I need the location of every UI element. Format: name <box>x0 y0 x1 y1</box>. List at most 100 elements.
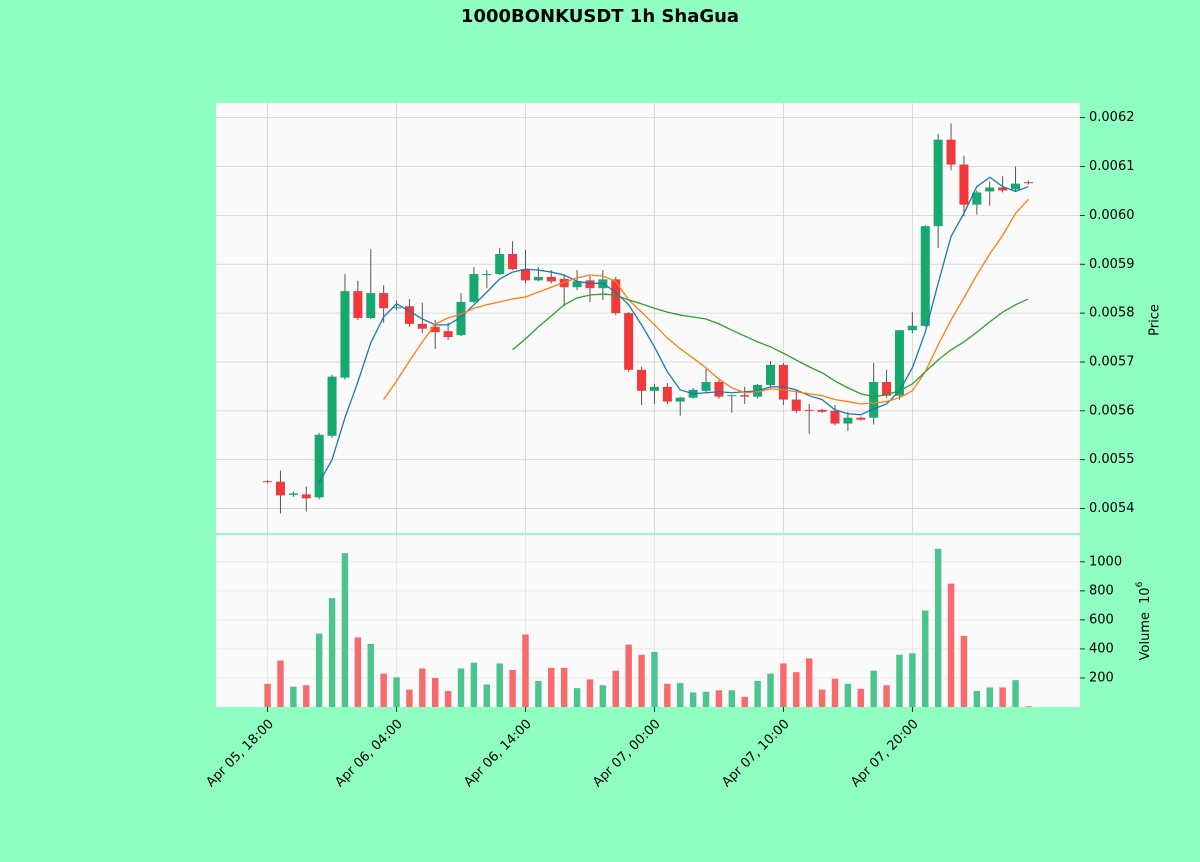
volume-bar <box>1012 680 1019 707</box>
volume-bar <box>483 684 491 707</box>
candle-body <box>559 278 569 288</box>
candle-body <box>263 481 273 483</box>
volume-bar <box>354 637 362 707</box>
candle-body <box>778 364 788 400</box>
y-tick-label: 0.0059 <box>1089 257 1135 272</box>
candle-body <box>972 192 982 205</box>
x-tick-label: Apr 07, 10:00 <box>719 717 792 790</box>
y-tick-label: 0.0060 <box>1089 208 1135 223</box>
volume-bar <box>960 635 968 707</box>
volume-bar <box>754 680 761 707</box>
volume-bar <box>651 651 658 707</box>
volume-bar <box>638 654 645 707</box>
volume-exponent: 6 <box>1135 581 1145 587</box>
volume-bar <box>612 670 619 707</box>
volume-bar <box>805 658 813 707</box>
candle-body <box>985 187 995 192</box>
volume-y-tick-label: 1000 <box>1089 554 1122 569</box>
volume-bar <box>277 660 284 707</box>
volume-bar <box>844 683 852 707</box>
volume-bar <box>470 662 478 707</box>
candle-body <box>624 313 634 370</box>
candle-body <box>765 364 776 385</box>
candle-body <box>572 281 582 288</box>
candle-body <box>611 279 621 314</box>
volume-bar <box>315 633 323 707</box>
candle-body <box>430 326 440 333</box>
volume-bar <box>767 673 774 707</box>
volume-bar <box>625 644 632 707</box>
volume-bar <box>419 668 426 707</box>
candle-body <box>417 323 427 329</box>
volume-bar <box>728 690 736 707</box>
volume-bar <box>599 685 607 707</box>
volume-axis-label: Volume 106 <box>1135 581 1153 660</box>
candle-body <box>907 325 917 331</box>
candle-body <box>366 293 376 318</box>
candle-body <box>1023 182 1033 184</box>
volume-bar <box>870 670 877 707</box>
candle-body <box>469 274 479 302</box>
candle-body <box>314 434 324 498</box>
volume-bar <box>560 667 568 707</box>
candle-body <box>933 139 943 227</box>
volume-bar <box>818 689 826 707</box>
volume-bar <box>496 663 503 707</box>
candle-body <box>585 280 595 289</box>
volume-bar <box>264 683 271 707</box>
candle-body <box>546 276 556 282</box>
candle-body <box>275 481 285 496</box>
y-tick-label: 0.0057 <box>1089 354 1135 369</box>
candle-body <box>830 410 840 424</box>
volume-bar <box>677 683 684 707</box>
y-tick-label: 0.0061 <box>1089 159 1135 174</box>
volume-bar <box>535 680 542 707</box>
candle-body <box>675 397 685 402</box>
volume-y-tick-label: 400 <box>1089 641 1114 656</box>
candle-body <box>946 139 956 165</box>
y-tick-label: 0.0056 <box>1089 403 1135 418</box>
candle-body <box>714 382 724 397</box>
candle-body <box>520 269 531 281</box>
volume-bar <box>947 583 955 707</box>
volume-bar <box>457 668 465 707</box>
candle-body <box>327 376 337 436</box>
volume-exponent-base: 10 <box>1138 587 1153 604</box>
volume-bar <box>715 690 723 707</box>
y-axis-label: Price <box>1148 304 1163 336</box>
candle-body <box>817 409 827 412</box>
y-tick-label: 0.0062 <box>1089 110 1135 125</box>
volume-bar <box>328 598 336 707</box>
volume-bar <box>999 687 1006 707</box>
volume-bar <box>922 610 929 707</box>
volume-bar <box>883 685 890 707</box>
volume-bar <box>857 688 864 707</box>
volume-bar <box>573 688 581 707</box>
volume-bar <box>341 553 349 707</box>
y-tick-label: 0.0055 <box>1089 452 1135 467</box>
candle-body <box>856 417 866 420</box>
volume-bar <box>290 686 297 707</box>
volume-bar <box>380 673 387 707</box>
volume-bar <box>702 691 710 707</box>
candle-body <box>340 291 350 378</box>
x-tick-label: Apr 06, 14:00 <box>461 717 534 790</box>
x-tick-label: Apr 06, 04:00 <box>332 717 405 790</box>
x-tick-label: Apr 05, 18:00 <box>203 717 276 790</box>
y-tick-label: 0.0058 <box>1089 306 1135 321</box>
volume-bar <box>896 654 903 707</box>
volume-bar <box>986 687 993 707</box>
candle-body <box>392 307 402 309</box>
candle-body <box>353 291 363 318</box>
candle-body <box>959 164 969 205</box>
chart-title: 1000BONKUSDT 1h ShaGua <box>461 6 739 27</box>
candle-body <box>701 382 711 391</box>
candle-body <box>301 494 311 499</box>
volume-bar <box>973 691 981 707</box>
candle-body <box>443 331 453 338</box>
candle-body <box>495 253 505 275</box>
volume-bar <box>548 667 555 707</box>
candle-body <box>804 409 814 411</box>
candle-body <box>637 369 647 391</box>
